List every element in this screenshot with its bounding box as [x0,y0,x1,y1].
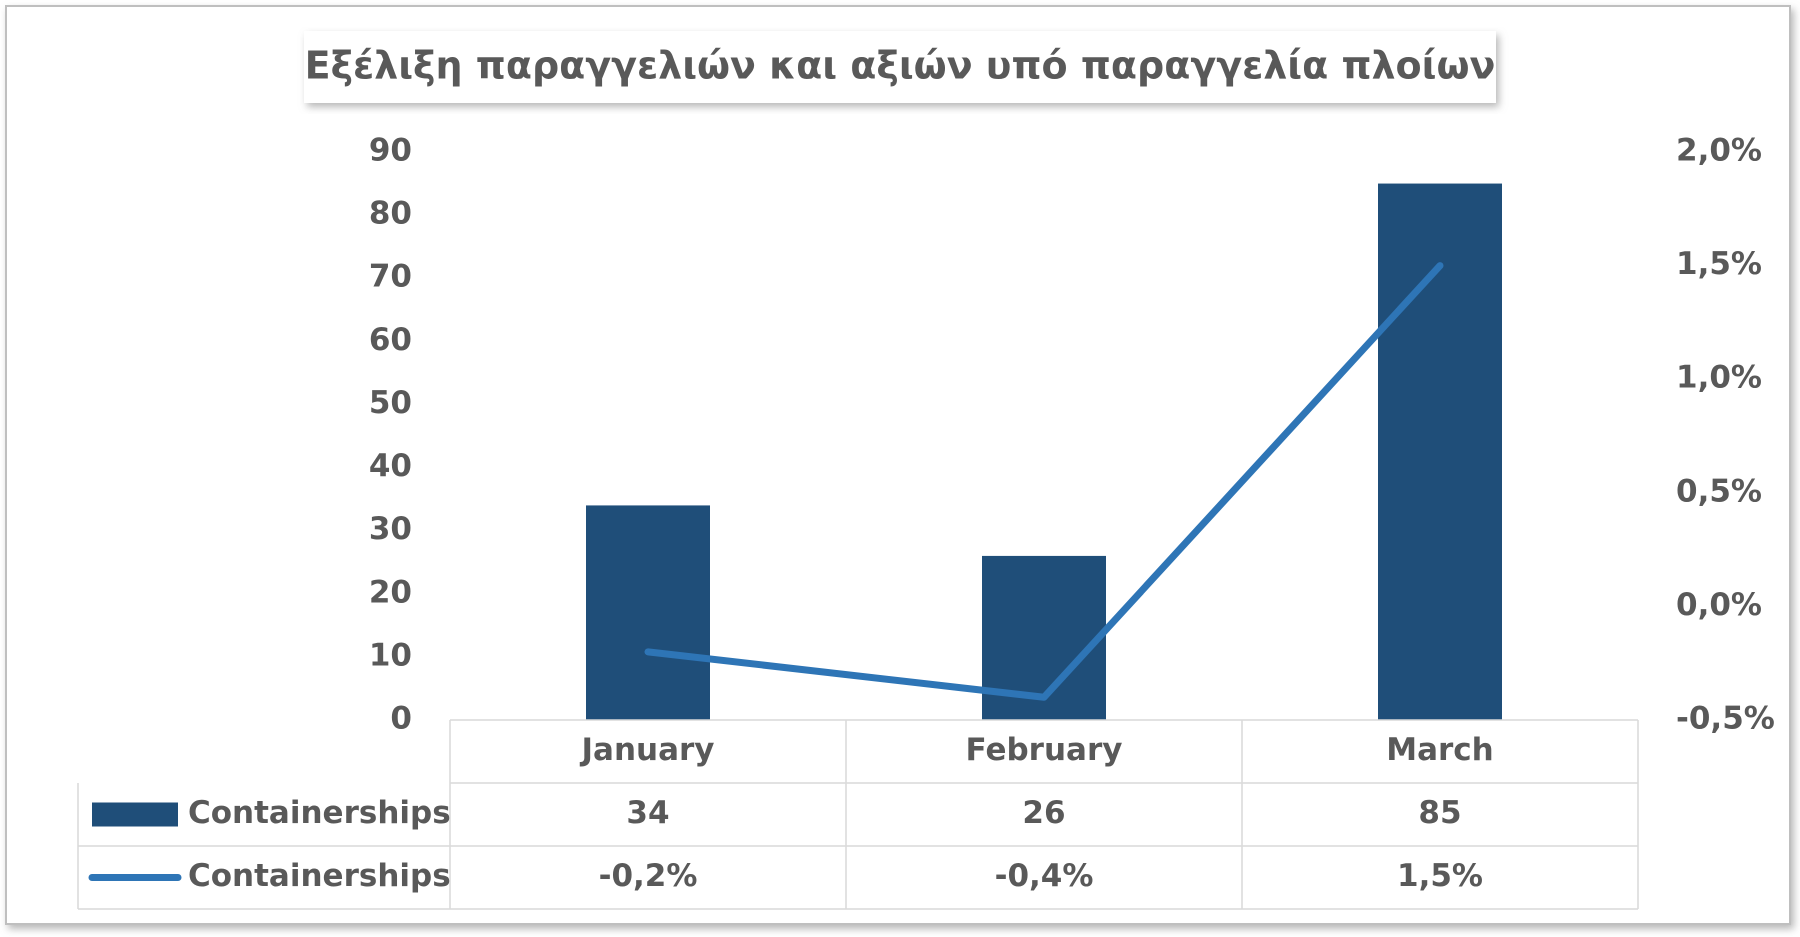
y-tick-label: 20 [369,574,412,610]
bar [586,505,710,720]
y-tick-label: 30 [369,511,412,547]
x-tick-label: February [966,732,1123,768]
y-tick-label: 90 [369,133,412,169]
bar [1378,183,1502,721]
table-value: -0,2% [599,858,698,894]
title-box [304,31,1496,103]
table-value: 26 [1022,795,1065,831]
y2-tick-label: 0,5% [1676,473,1762,509]
table-value: 85 [1418,795,1461,831]
table-value: 34 [626,795,669,831]
y-tick-label: 50 [369,385,412,421]
y2-tick-label: 1,0% [1676,360,1762,396]
line [644,262,1444,701]
y2-tick-label: 1,5% [1676,246,1762,282]
y2-tick-label: 0,0% [1676,587,1762,623]
y2-tick-label: 2,0% [1676,133,1762,169]
table-value: -0,4% [995,858,1094,894]
legend-label: Containerships [188,858,451,894]
y-tick-label: 60 [369,322,412,358]
y-tick-label: 70 [369,259,412,295]
y-tick-label: 40 [369,448,412,484]
legend-swatch [92,802,178,827]
x-tick-label: January [579,732,714,768]
table-value: 1,5% [1397,858,1483,894]
y2-tick-label: -0,5% [1676,701,1775,737]
y-tick-label: 0 [390,701,412,737]
y-tick-label: 10 [369,637,412,673]
chart-title: Εξέλιξη παραγγελιών και αξιών υπό παραγγ… [305,44,1496,88]
legend-label: Containerships [188,795,451,831]
x-tick-label: March [1386,732,1494,768]
chart-frame [5,5,1791,925]
y-tick-label: 80 [369,196,412,232]
